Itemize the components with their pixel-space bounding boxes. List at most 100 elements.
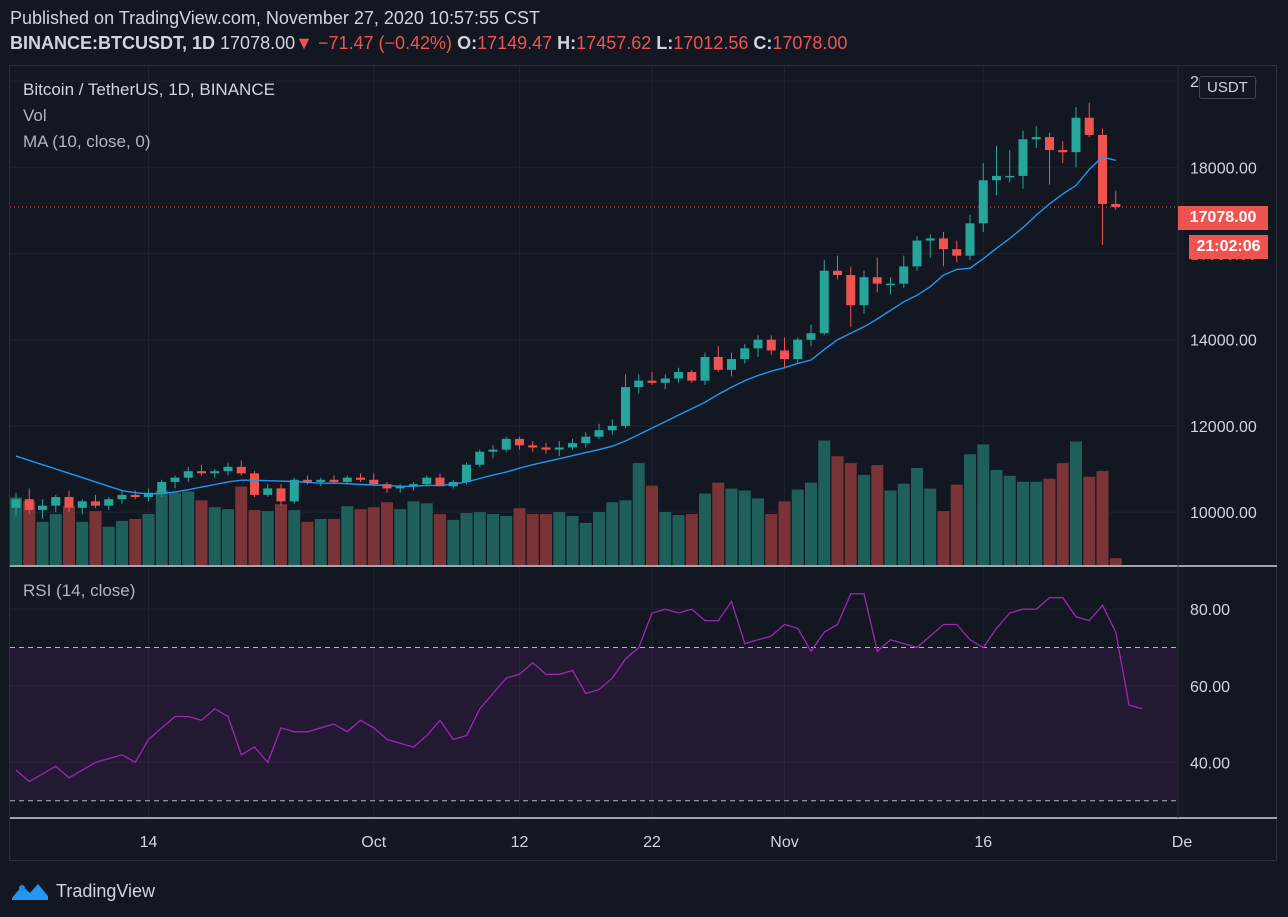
volume-bar	[248, 510, 261, 565]
volume-bar	[63, 506, 75, 565]
volume-bar	[685, 514, 698, 565]
volume-bar	[341, 506, 354, 565]
volume-bar	[911, 467, 923, 565]
candle-body	[528, 445, 538, 448]
candle-body	[647, 380, 657, 383]
volume-bar	[1030, 481, 1043, 565]
volume-bar	[23, 501, 36, 565]
volume-bar	[288, 510, 301, 565]
volume-bar	[672, 515, 685, 565]
time-tick-label: 12	[511, 834, 529, 851]
candle-body	[11, 499, 21, 508]
volume-bar	[487, 514, 499, 565]
volume-bar	[434, 514, 446, 565]
candle-body	[766, 339, 776, 351]
volume-bar	[1096, 470, 1109, 565]
volume-bar	[579, 522, 592, 565]
volume-bar	[593, 512, 605, 565]
candle-body	[157, 481, 167, 493]
tradingview-logo-icon	[12, 884, 48, 900]
volume-bar	[116, 520, 128, 565]
volume-bar	[619, 500, 632, 565]
candle-body	[1058, 150, 1068, 153]
volume-bar	[606, 502, 619, 565]
candle-body	[1098, 134, 1107, 204]
volume-bar	[420, 503, 433, 565]
volume-bar	[89, 511, 102, 565]
candle-body	[793, 339, 803, 360]
volume-bar	[1003, 475, 1016, 565]
candle-body	[872, 277, 882, 284]
volume-bar	[354, 509, 367, 565]
candle-body	[846, 275, 856, 306]
volume-bar	[752, 498, 764, 565]
volume-bar	[301, 521, 314, 565]
volume-bar	[897, 483, 910, 565]
volume-bar	[473, 512, 486, 565]
brand-label: TradingView	[56, 880, 156, 901]
rsi-tick-label: 40.00	[1190, 755, 1230, 772]
volume-bar	[102, 526, 115, 565]
candle-body	[740, 348, 750, 360]
volume-bar	[659, 512, 672, 565]
volume-bar	[924, 488, 937, 565]
candle-body	[1005, 175, 1015, 178]
candle-body	[130, 494, 140, 498]
volume-bar	[49, 514, 62, 565]
candle-body	[475, 451, 485, 465]
candle-body	[316, 479, 326, 482]
volume-bar	[566, 516, 579, 565]
volume-bar	[235, 486, 248, 565]
volume-bar	[275, 504, 287, 565]
candle-body	[992, 175, 1001, 181]
candle-body	[501, 438, 511, 450]
candle-body	[369, 479, 379, 485]
volume-bar	[526, 514, 539, 565]
symbol-ohlc-line: BINANCE:BTCUSDT, 1D 17078.00▼ −71.47 (−0…	[10, 33, 847, 54]
candle-body	[382, 484, 392, 489]
candle-body	[660, 378, 670, 383]
candle-body	[621, 387, 630, 426]
countdown-badge: 21:02:06	[1189, 235, 1268, 259]
candle-body	[859, 277, 869, 306]
footer-brand[interactable]: TradingView	[10, 878, 155, 904]
change-text: −71.47 (−0.42%)	[317, 33, 453, 53]
volume-bar	[778, 501, 791, 565]
volume-bar	[791, 489, 804, 565]
candle-body	[24, 499, 34, 510]
candle-body	[925, 238, 935, 241]
candle-body	[250, 473, 259, 495]
time-tick-label: 14	[140, 834, 158, 851]
candle-body	[687, 372, 697, 381]
open-value: 17149.47	[477, 33, 553, 53]
candle-body	[700, 356, 710, 381]
legend-vol: Vol	[23, 106, 47, 125]
volume-bar	[818, 440, 831, 565]
low-label: L:	[656, 33, 674, 53]
candle-body	[395, 486, 405, 489]
volume-bar	[169, 492, 181, 565]
close-label: C:	[753, 33, 773, 53]
candle-body	[64, 497, 74, 508]
price-tick-label: 10000.00	[1190, 505, 1257, 522]
volume-bar	[646, 485, 658, 565]
candle-body	[77, 501, 87, 508]
candle-body	[515, 438, 524, 446]
open-label: O:	[457, 33, 478, 53]
price-tick-label: 18000.00	[1190, 160, 1257, 177]
volume-bar	[738, 490, 751, 565]
volume-bar	[222, 509, 234, 565]
candle-body	[1031, 137, 1041, 140]
last-price-badge: 17078.00	[1178, 206, 1268, 230]
legend-rsi: RSI (14, close)	[23, 581, 136, 600]
volume-bar	[129, 518, 142, 565]
volume-bar	[1070, 441, 1082, 565]
volume-bar	[1083, 476, 1096, 565]
currency-badge[interactable]: USDT	[1199, 76, 1256, 99]
candle-body	[594, 430, 604, 437]
candle-body	[342, 477, 352, 482]
volume-bar	[1109, 558, 1122, 565]
volume-bar	[195, 500, 208, 565]
high-label: H:	[557, 33, 577, 53]
